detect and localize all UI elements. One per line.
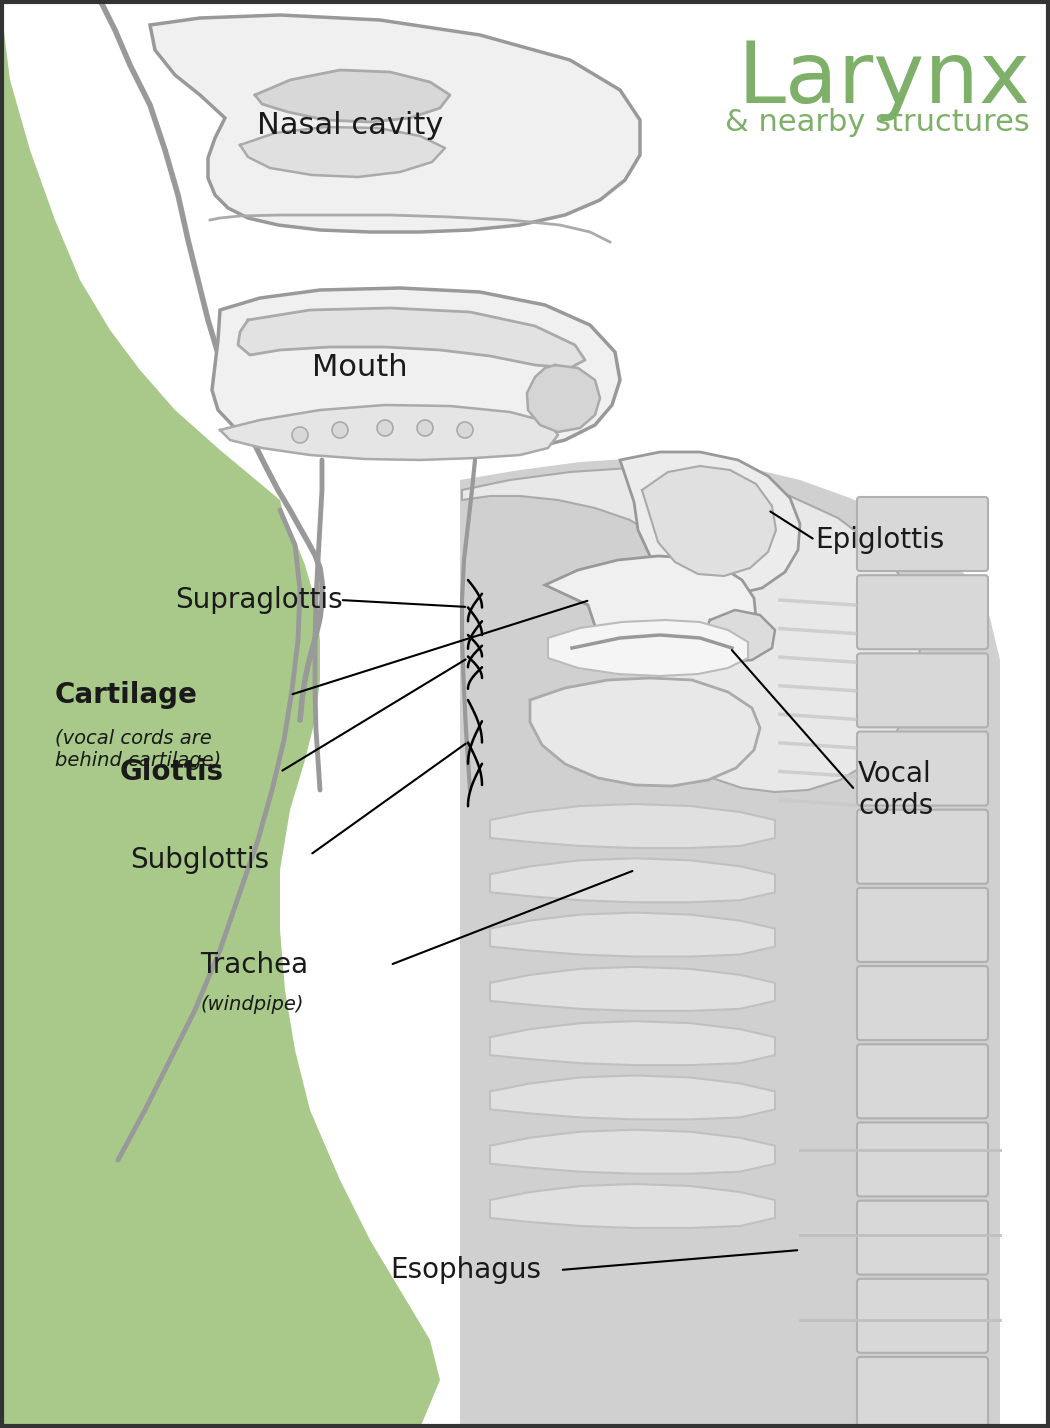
Polygon shape — [620, 453, 800, 595]
FancyBboxPatch shape — [857, 1044, 988, 1118]
Text: Mouth: Mouth — [312, 354, 407, 383]
Text: Supraglottis: Supraglottis — [175, 585, 342, 614]
Polygon shape — [460, 458, 1000, 1428]
Polygon shape — [490, 804, 775, 848]
Circle shape — [457, 423, 472, 438]
Polygon shape — [490, 1021, 775, 1065]
FancyBboxPatch shape — [857, 967, 988, 1040]
Text: (vocal cords are
behind cartilage): (vocal cords are behind cartilage) — [55, 728, 222, 771]
Text: Vocal
cords: Vocal cords — [858, 760, 933, 820]
Polygon shape — [490, 912, 775, 957]
FancyBboxPatch shape — [857, 575, 988, 650]
Text: Glottis: Glottis — [120, 758, 224, 785]
Polygon shape — [545, 555, 756, 670]
Polygon shape — [0, 0, 440, 1428]
Polygon shape — [530, 678, 760, 785]
Text: Cartilage: Cartilage — [55, 681, 197, 708]
Polygon shape — [548, 620, 748, 675]
Circle shape — [417, 420, 433, 436]
Polygon shape — [527, 366, 600, 433]
FancyBboxPatch shape — [857, 1279, 988, 1352]
Polygon shape — [642, 466, 776, 575]
Polygon shape — [0, 510, 300, 1428]
Text: (windpipe): (windpipe) — [200, 995, 303, 1014]
Polygon shape — [490, 858, 775, 902]
Text: Epiglottis: Epiglottis — [815, 526, 944, 554]
Polygon shape — [490, 967, 775, 1011]
FancyBboxPatch shape — [857, 731, 988, 805]
Polygon shape — [704, 610, 775, 663]
Text: Esophagus: Esophagus — [390, 1257, 541, 1284]
Circle shape — [377, 420, 393, 436]
Polygon shape — [462, 468, 920, 793]
Polygon shape — [490, 1130, 775, 1174]
Text: Nasal cavity: Nasal cavity — [257, 110, 443, 140]
FancyBboxPatch shape — [857, 1357, 988, 1428]
FancyBboxPatch shape — [857, 654, 988, 727]
Text: Subglottis: Subglottis — [130, 845, 269, 874]
Polygon shape — [490, 1184, 775, 1228]
Text: & nearby structures: & nearby structures — [726, 109, 1030, 137]
Circle shape — [292, 427, 308, 443]
Text: Trachea: Trachea — [200, 951, 308, 980]
Polygon shape — [238, 308, 585, 368]
FancyBboxPatch shape — [857, 1201, 988, 1275]
Circle shape — [332, 423, 348, 438]
Polygon shape — [212, 288, 620, 458]
FancyBboxPatch shape — [857, 497, 988, 571]
Polygon shape — [150, 16, 640, 231]
Polygon shape — [255, 70, 450, 121]
Text: Larynx: Larynx — [737, 39, 1030, 121]
FancyBboxPatch shape — [857, 810, 988, 884]
FancyBboxPatch shape — [857, 1122, 988, 1197]
Polygon shape — [240, 127, 445, 177]
Polygon shape — [490, 1075, 775, 1120]
FancyBboxPatch shape — [857, 888, 988, 962]
Polygon shape — [220, 406, 558, 460]
